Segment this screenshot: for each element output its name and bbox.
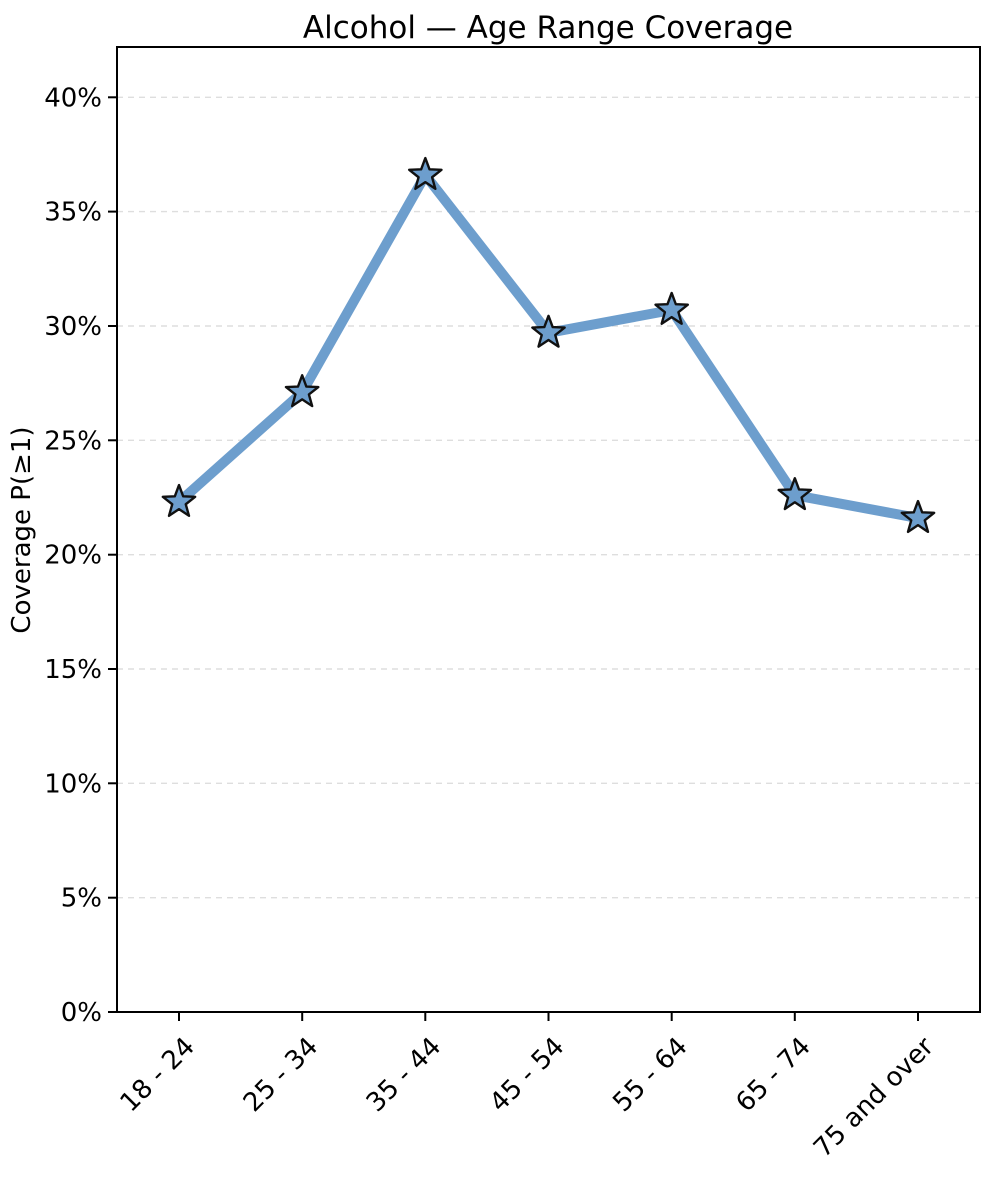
data-point-marker [284,374,320,408]
x-tick-label: 25 - 34 [238,1032,324,1118]
y-tick-label: 0% [61,998,102,1028]
series-line [174,170,923,524]
y-tick-label: 30% [44,312,102,342]
x-tick-label: 55 - 64 [607,1032,693,1118]
y-tick-label: 20% [44,541,102,571]
y-tick-label: 25% [44,426,102,456]
ticks-layer: 0% 5% 10% 15% 20% 25% 30% 35% 40% 18 - 24 25 - 34 3… [44,83,940,1163]
data-point-marker [407,156,443,191]
x-tick-label: 18 - 24 [115,1032,201,1118]
data-point-marker [161,483,197,518]
x-tick-label: 35 - 44 [361,1032,447,1118]
data-point-marker [777,477,813,511]
y-tick-label: 35% [44,198,102,228]
x-tick-label: 75 and over [808,1032,940,1164]
gridlines-layer [117,96,980,899]
plot-border [116,46,981,1013]
series-layer [161,156,936,534]
y-tick-label: 40% [44,83,102,113]
chart-title: Alcohol — Age Range Coverage [303,10,793,46]
y-axis-label: Coverage P(≥1) [7,426,37,633]
data-point-marker [531,314,566,348]
data-point-marker [900,499,936,534]
x-tick-label: 45 - 54 [484,1032,570,1118]
y-tick-label: 15% [44,655,102,685]
x-tick-label: 65 - 74 [730,1032,816,1118]
data-point-marker [654,291,690,325]
y-tick-label: 10% [44,769,102,799]
axes-layer [116,46,981,1013]
y-tick-label: 5% [61,884,102,914]
